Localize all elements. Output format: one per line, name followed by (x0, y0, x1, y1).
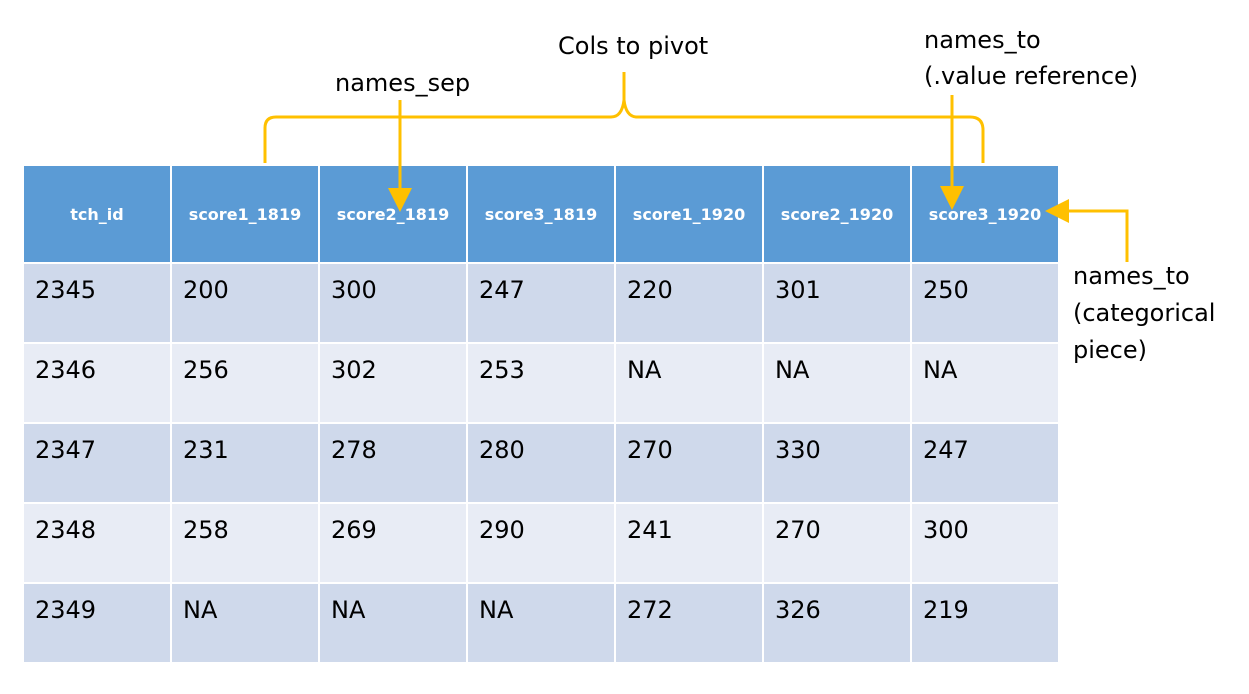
table-cell: NA (318, 582, 468, 664)
table-row: 2349 NA NA NA 272 326 219 (22, 582, 1060, 664)
header-cell-score2-1920: score2_1920 (762, 164, 912, 264)
table-cell: 270 (614, 422, 764, 504)
table-cell: 200 (170, 262, 320, 344)
table-cell: 2347 (22, 422, 172, 504)
table-cell: 300 (910, 502, 1060, 584)
table-cell: 278 (318, 422, 468, 504)
table-cell: 2346 (22, 342, 172, 424)
table-cell: 220 (614, 262, 764, 344)
table-cell: 241 (614, 502, 764, 584)
names-to-categorical-label-line2: (categorical (1073, 299, 1216, 327)
table-cell: 280 (466, 422, 616, 504)
table-cell: 302 (318, 342, 468, 424)
table-cell: 269 (318, 502, 468, 584)
table-row: 2345 200 300 247 220 301 250 (22, 262, 1060, 344)
table-cell: NA (466, 582, 616, 664)
table-cell: 247 (910, 422, 1060, 504)
table-cell: 326 (762, 582, 912, 664)
names-to-value-label-line1: names_to (924, 26, 1041, 54)
header-row: tch_id score1_1819 score2_1819 score3_18… (22, 164, 1060, 264)
table-cell: 2345 (22, 262, 172, 344)
table-cell: 256 (170, 342, 320, 424)
table-row: 2346 256 302 253 NA NA NA (22, 342, 1060, 424)
table-cell: 231 (170, 422, 320, 504)
table-row: 2347 231 278 280 270 330 247 (22, 422, 1060, 504)
cols-to-pivot-label: Cols to pivot (558, 32, 709, 60)
header-cell-tch-id: tch_id (22, 164, 172, 264)
header-cell-score3-1819: score3_1819 (466, 164, 616, 264)
table-cell: NA (170, 582, 320, 664)
names-to-categorical-label-line3: piece) (1073, 336, 1147, 364)
table-cell: 247 (466, 262, 616, 344)
table-cell: 290 (466, 502, 616, 584)
table-cell: 2348 (22, 502, 172, 584)
table-row: 2348 258 269 290 241 270 300 (22, 502, 1060, 584)
table-cell: 301 (762, 262, 912, 344)
header-cell-score2-1819: score2_1819 (318, 164, 468, 264)
names-to-categorical-arrow (1045, 199, 1129, 262)
table-cell: NA (762, 342, 912, 424)
header-cell-score3-1920: score3_1920 (910, 164, 1060, 264)
table-cell: 250 (910, 262, 1060, 344)
table-cell: 2349 (22, 582, 172, 664)
header-cell-score1-1819: score1_1819 (170, 164, 320, 264)
pivot-table: tch_id score1_1819 score2_1819 score3_18… (22, 164, 1060, 664)
table-cell: NA (910, 342, 1060, 424)
names-to-value-label-line2: (.value reference) (924, 62, 1139, 90)
names-to-categorical-label-line1: names_to (1073, 262, 1190, 290)
table-cell: 253 (466, 342, 616, 424)
table-cell: NA (614, 342, 764, 424)
table-cell: 272 (614, 582, 764, 664)
table-cell: 330 (762, 422, 912, 504)
table-cell: 270 (762, 502, 912, 584)
table-cell: 219 (910, 582, 1060, 664)
names-sep-label: names_sep (335, 69, 471, 97)
table-cell: 300 (318, 262, 468, 344)
header-cell-score1-1920: score1_1920 (614, 164, 764, 264)
table-cell: 258 (170, 502, 320, 584)
